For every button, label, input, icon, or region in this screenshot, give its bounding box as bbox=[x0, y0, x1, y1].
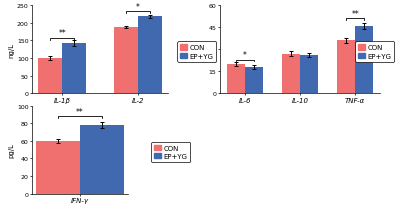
Bar bbox=[38, 59, 62, 94]
Text: **: ** bbox=[351, 10, 359, 19]
Legend: CON, EP+YG: CON, EP+YG bbox=[356, 42, 394, 62]
Bar bbox=[114, 28, 138, 94]
Text: **: ** bbox=[58, 29, 66, 38]
Bar bbox=[355, 27, 373, 94]
Text: *: * bbox=[136, 3, 140, 12]
Legend: CON, EP+YG: CON, EP+YG bbox=[178, 42, 216, 62]
Bar bbox=[300, 56, 318, 94]
Text: *: * bbox=[243, 51, 247, 60]
Bar bbox=[80, 125, 124, 194]
Legend: CON, EP+YG: CON, EP+YG bbox=[152, 142, 190, 162]
Y-axis label: pg/L: pg/L bbox=[8, 142, 14, 157]
Bar bbox=[62, 44, 86, 94]
Text: **: ** bbox=[76, 107, 84, 116]
Bar bbox=[245, 68, 262, 94]
Bar bbox=[138, 17, 162, 94]
Bar bbox=[338, 41, 355, 94]
Y-axis label: ng/L: ng/L bbox=[8, 42, 14, 58]
Bar bbox=[282, 54, 300, 94]
Bar bbox=[36, 141, 80, 194]
Y-axis label: ng/L: ng/L bbox=[200, 42, 206, 58]
Bar bbox=[227, 65, 245, 94]
